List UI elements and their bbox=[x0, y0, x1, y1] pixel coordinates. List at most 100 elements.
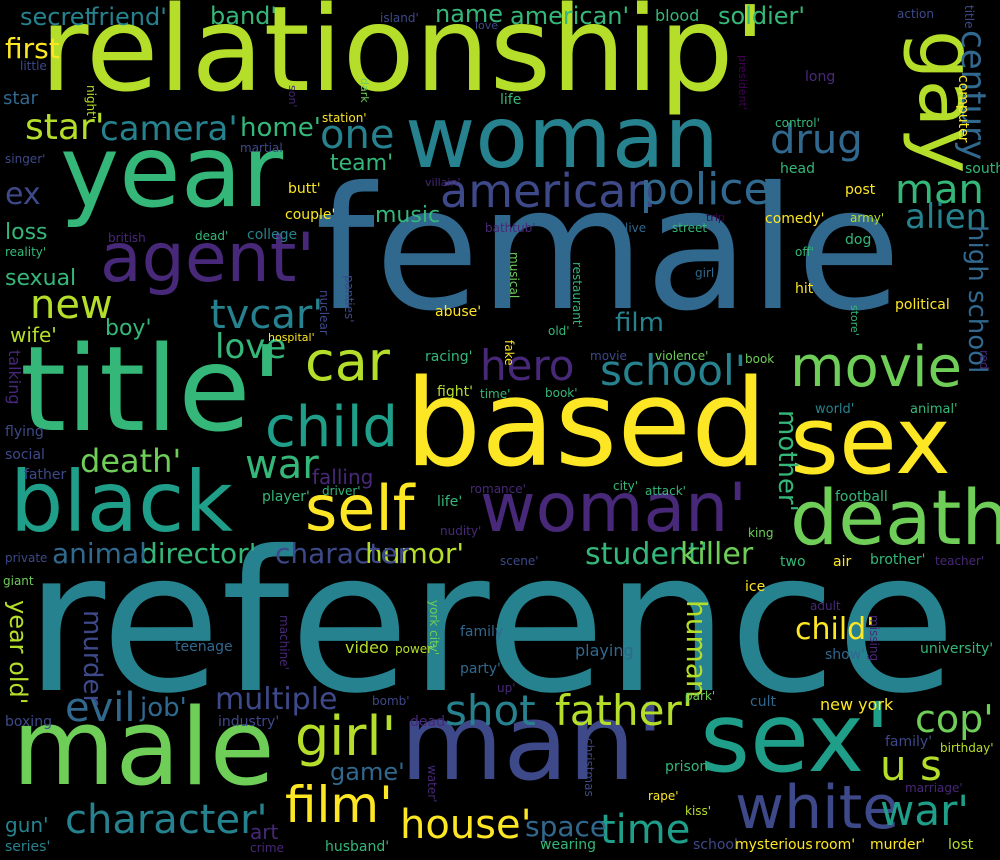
cloud-word: park' bbox=[685, 689, 716, 703]
cloud-word: death bbox=[790, 473, 1000, 562]
cloud-word: son' bbox=[286, 85, 299, 108]
cloud-word: street bbox=[672, 221, 708, 235]
cloud-word: character bbox=[275, 537, 410, 570]
cloud-word: man' bbox=[400, 681, 665, 804]
cloud-word: based bbox=[405, 355, 768, 494]
cloud-word: store' bbox=[848, 305, 861, 336]
cloud-word: villain' bbox=[425, 176, 461, 189]
cloud-word: british bbox=[108, 231, 146, 245]
cloud-word: city' bbox=[613, 479, 639, 493]
cloud-word: hospital' bbox=[268, 331, 315, 344]
cloud-word: sex bbox=[790, 387, 951, 496]
cloud-word: shot bbox=[445, 686, 536, 735]
cloud-word: war' bbox=[880, 786, 969, 835]
cloud-word: racing' bbox=[425, 349, 473, 365]
cloud-word: tvcar' bbox=[210, 292, 324, 338]
cloud-word: station' bbox=[322, 111, 367, 125]
cloud-word: water' bbox=[425, 765, 439, 803]
cloud-word: christmas bbox=[582, 738, 596, 797]
cloud-word: hit bbox=[795, 281, 814, 297]
cloud-word: comedy' bbox=[765, 211, 825, 227]
cloud-word: death' bbox=[80, 442, 182, 480]
cloud-word: dark bbox=[358, 78, 371, 103]
cloud-word: school bbox=[693, 837, 738, 853]
cloud-word: reality' bbox=[5, 245, 47, 259]
cloud-word: post bbox=[845, 182, 876, 198]
cloud-word: soldier' bbox=[718, 2, 805, 30]
cloud-word: animal bbox=[52, 537, 147, 570]
cloud-word: action bbox=[897, 7, 934, 21]
cloud-word: restaurant' bbox=[570, 262, 584, 328]
cloud-word: title bbox=[962, 5, 976, 29]
cloud-word: evil bbox=[65, 685, 136, 731]
cloud-word: job' bbox=[140, 693, 187, 723]
cloud-word: blood bbox=[655, 6, 700, 25]
cloud-word: hero bbox=[480, 341, 575, 390]
cloud-word: year old' bbox=[4, 600, 32, 705]
cloud-word: movie bbox=[790, 335, 962, 400]
cloud-word: sex' bbox=[700, 682, 891, 794]
cloud-word: band' bbox=[210, 2, 277, 30]
cloud-word: off' bbox=[795, 245, 814, 259]
cloud-word: game' bbox=[330, 758, 405, 786]
cloud-word: father bbox=[24, 467, 67, 483]
cloud-word: name bbox=[435, 0, 504, 28]
cloud-word: attack' bbox=[645, 484, 686, 498]
cloud-word: reference bbox=[25, 509, 957, 736]
cloud-word: social bbox=[5, 447, 45, 463]
cloud-word: female bbox=[315, 151, 902, 349]
cloud-word: industry' bbox=[218, 714, 280, 730]
cloud-word: driver' bbox=[322, 484, 361, 498]
cloud-word: girl' bbox=[295, 705, 397, 768]
cloud-word: male bbox=[12, 686, 275, 809]
cloud-word: college bbox=[247, 227, 298, 243]
cloud-word: video bbox=[345, 638, 389, 657]
cloud-word: island' bbox=[380, 11, 419, 25]
cloud-word: self bbox=[305, 472, 415, 545]
cloud-word: animal' bbox=[910, 402, 958, 417]
cloud-word: humor' bbox=[365, 537, 465, 570]
cloud-word: white bbox=[735, 773, 900, 843]
cloud-word: teacher' bbox=[935, 554, 985, 568]
cloud-word: team' bbox=[330, 151, 394, 176]
cloud-word: first bbox=[5, 32, 60, 65]
cloud-word: party' bbox=[460, 661, 501, 677]
cloud-word: new bbox=[30, 282, 113, 328]
cloud-word: american' bbox=[510, 2, 630, 30]
cloud-word: kiss' bbox=[685, 804, 712, 818]
cloud-word: panties' bbox=[342, 275, 356, 323]
cloud-word: king bbox=[748, 526, 774, 540]
cloud-word: cult bbox=[750, 694, 776, 710]
cloud-word: director' bbox=[140, 537, 257, 570]
cloud-word: time' bbox=[480, 387, 511, 401]
cloud-word: film bbox=[615, 308, 664, 338]
cloud-word: child bbox=[265, 395, 398, 460]
cloud-word: friend' bbox=[90, 3, 167, 31]
cloud-word: mysterious bbox=[735, 837, 813, 853]
cloud-word: child' bbox=[795, 612, 875, 647]
cloud-word: bomb' bbox=[372, 694, 410, 708]
cloud-word: crime bbox=[250, 841, 284, 855]
cloud-word: love bbox=[475, 19, 499, 32]
cloud-word: girl bbox=[695, 266, 715, 280]
cloud-word: school' bbox=[600, 346, 747, 395]
cloud-word: dog bbox=[845, 232, 872, 248]
cloud-word: camera' bbox=[100, 109, 238, 149]
cloud-word: new york bbox=[820, 695, 894, 714]
cloud-word: film' bbox=[285, 776, 393, 834]
cloud-word: boy' bbox=[105, 316, 152, 341]
cloud-word: scene' bbox=[500, 554, 539, 568]
cloud-word: abuse' bbox=[435, 304, 482, 320]
cloud-word: ice bbox=[745, 579, 766, 595]
cloud-word: art bbox=[250, 820, 279, 844]
cloud-word: up' bbox=[497, 681, 516, 695]
cloud-word: player' bbox=[262, 489, 310, 505]
cloud-word: butt' bbox=[288, 181, 321, 197]
cloud-word: university' bbox=[920, 641, 994, 657]
cloud-word: ex bbox=[5, 177, 41, 212]
cloud-word: old' bbox=[548, 324, 570, 338]
cloud-word: rape' bbox=[648, 789, 679, 803]
cloud-word: murder' bbox=[870, 837, 926, 853]
cloud-word: nudity' bbox=[440, 524, 482, 538]
